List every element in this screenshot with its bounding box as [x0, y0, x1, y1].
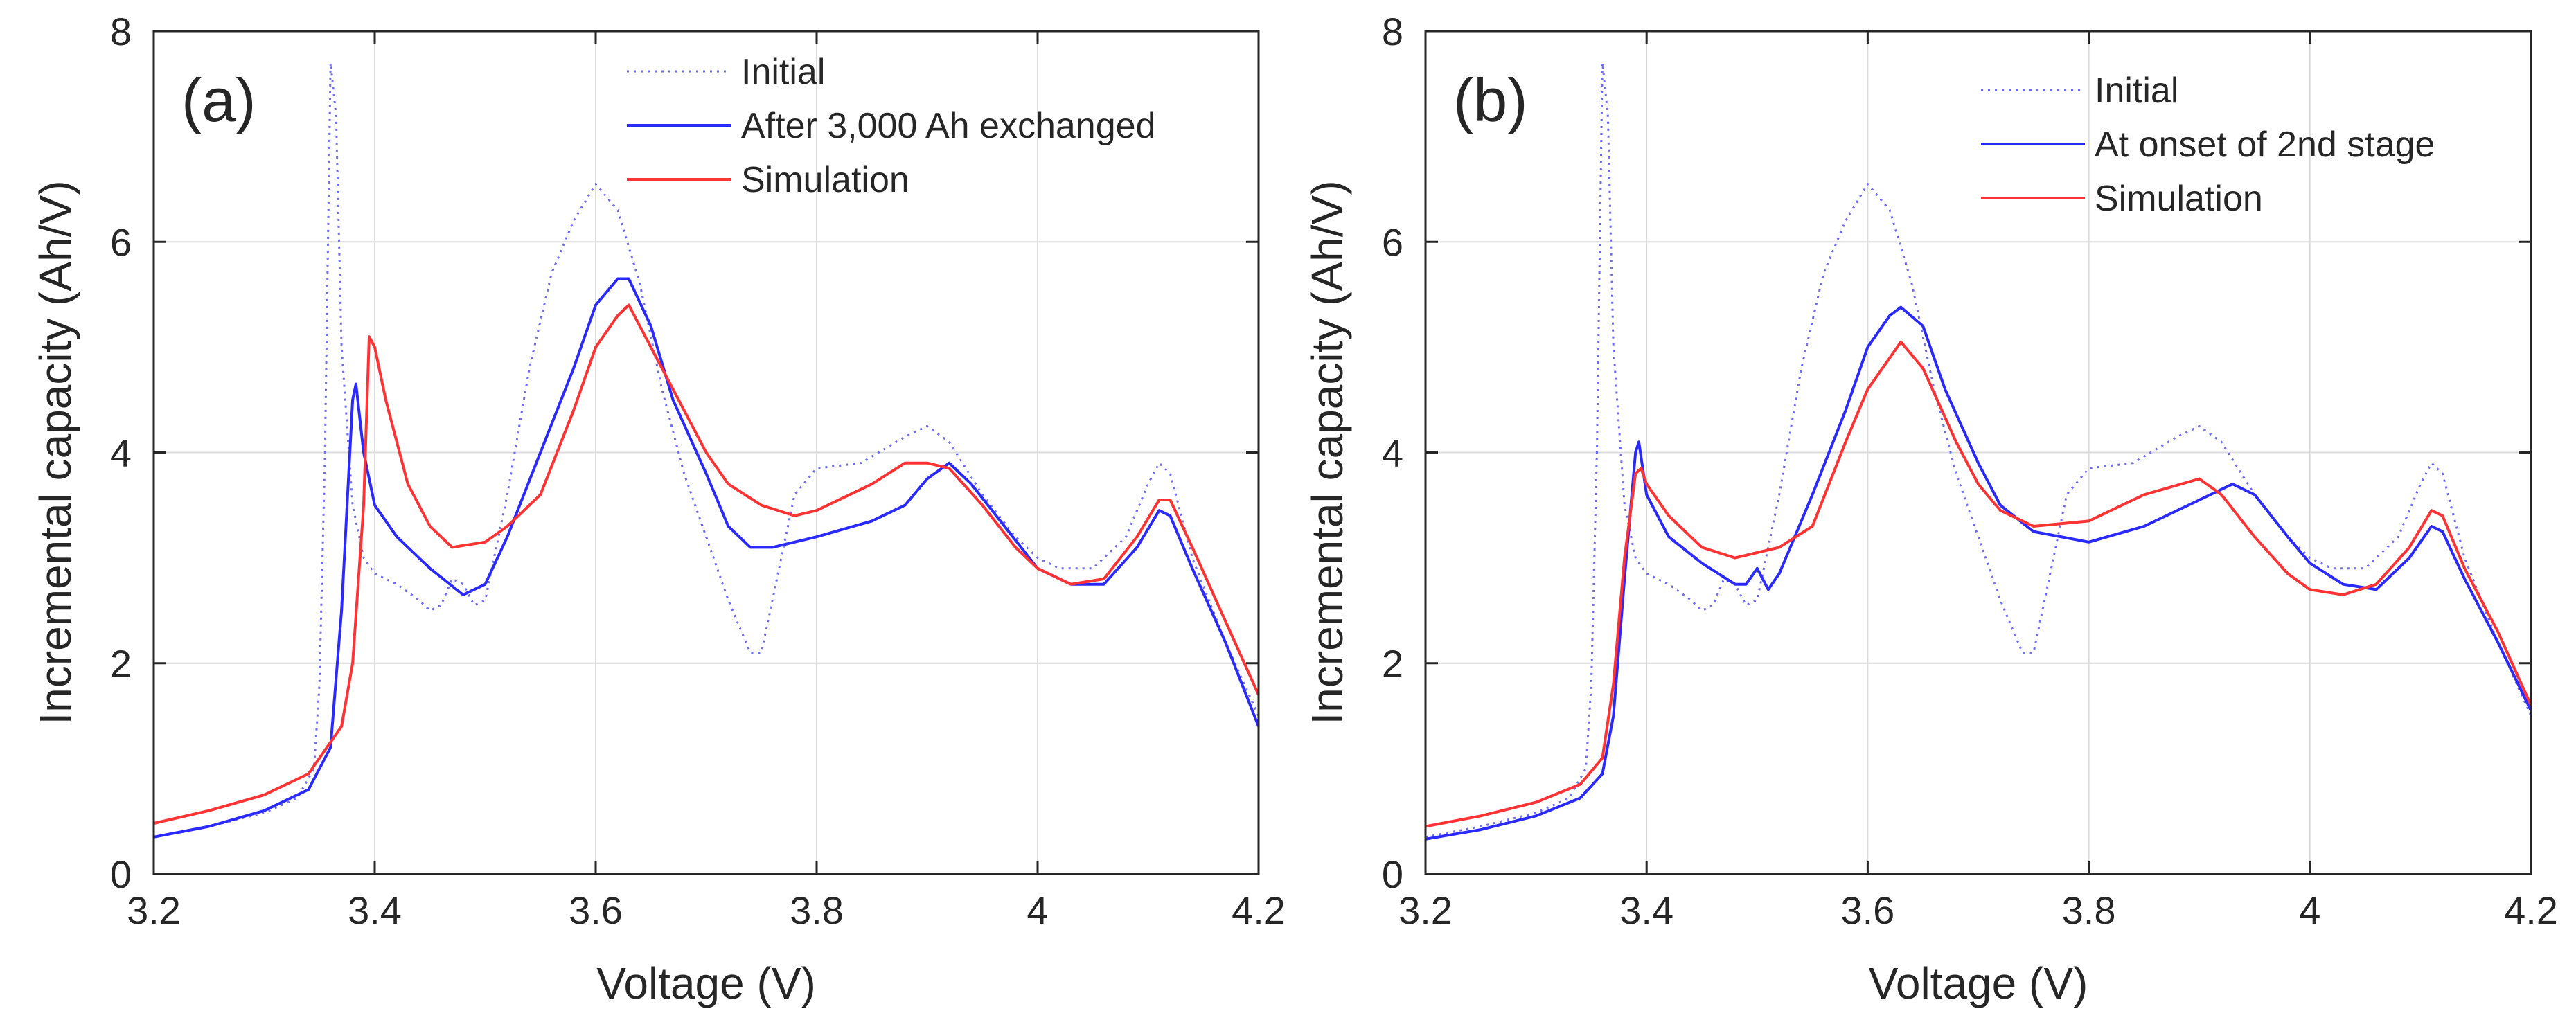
- y-tick-label: 2: [1382, 642, 1403, 686]
- series-line-2: [1425, 305, 2532, 841]
- y-tick-label: 0: [1382, 852, 1403, 896]
- y-tick-label: 2: [110, 642, 132, 686]
- y-tick-label: 6: [1382, 220, 1403, 264]
- series-line-3: [1425, 340, 2532, 828]
- y-axis-title: Incremental capacity (Ah/V): [30, 180, 80, 724]
- y-tick-label: 4: [1382, 431, 1403, 475]
- x-tick-label: 3.8: [790, 888, 844, 932]
- chart-panel-b: 3.2 3.4 3.6 3.8 4 4.2 0 2 4 6 8 Voltage (V) Incremen…: [1302, 10, 2558, 1008]
- x-tick-label: 4: [1027, 888, 1048, 932]
- x-tick-label: 3.4: [1619, 888, 1673, 932]
- y-tick-label: 8: [110, 10, 132, 53]
- x-tick-label: 4.2: [1232, 888, 1286, 932]
- y-tick-label: 6: [110, 220, 132, 264]
- series-line-1: [1425, 62, 2532, 839]
- x-tick-label: 3.6: [1840, 888, 1894, 932]
- legend: Initial After 3,000 Ah exchanged Simulatio…: [627, 52, 1155, 200]
- y-tick-label: 8: [1382, 10, 1403, 53]
- x-axis-title: Voltage (V): [596, 958, 816, 1008]
- legend-label: After 3,000 Ah exchanged: [741, 106, 1155, 146]
- y-tick-label: 0: [110, 852, 132, 896]
- x-tick-label: 3.8: [2062, 888, 2116, 932]
- y-axis-title: Incremental capacity (Ah/V): [1302, 180, 1352, 724]
- chart-panel-a: 3.2 3.4 3.6 3.8 4 4.2 0 2 4 6 8 Voltage (V) Incremen…: [30, 10, 1286, 1008]
- x-tick-label: 3.2: [127, 888, 181, 932]
- series-line-3: [153, 303, 1260, 825]
- x-tick-label: 3.6: [569, 888, 623, 932]
- legend: Initial At onset of 2nd stage Simulation: [1981, 71, 2435, 219]
- legend-label: Simulation: [741, 160, 909, 200]
- x-axis-title: Voltage (V): [1869, 958, 2088, 1008]
- x-tick-label: 4.2: [2504, 888, 2558, 932]
- panel-label: (a): [181, 66, 256, 134]
- panel-label: (b): [1453, 66, 1528, 134]
- legend-label: At onset of 2nd stage: [2095, 125, 2435, 165]
- x-tick-label: 3.4: [348, 888, 402, 932]
- series-line-1: [153, 62, 1260, 839]
- legend-label: Initial: [2095, 71, 2178, 111]
- x-tick-label: 4: [2299, 888, 2320, 932]
- y-tick-label: 4: [110, 431, 132, 475]
- x-tick-label: 3.2: [1398, 888, 1453, 932]
- legend-label: Initial: [741, 52, 825, 92]
- legend-label: Simulation: [2095, 179, 2263, 219]
